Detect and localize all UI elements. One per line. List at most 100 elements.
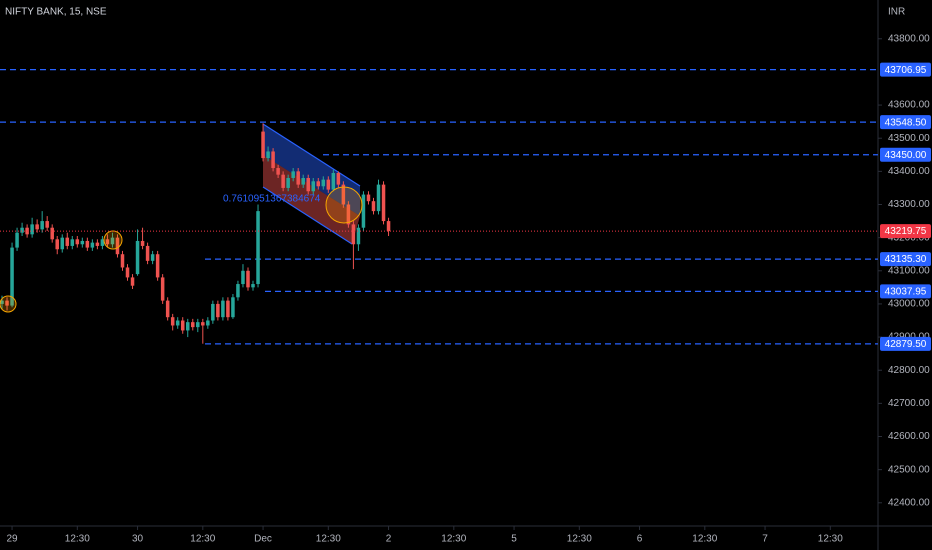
candle-body bbox=[0, 300, 4, 304]
candle-body bbox=[95, 242, 100, 246]
candle-body bbox=[301, 177, 305, 185]
candle-body bbox=[281, 174, 285, 188]
candle-body bbox=[75, 239, 80, 245]
level-label: 43450.00 bbox=[885, 150, 927, 161]
x-tick-label: 12:30 bbox=[441, 534, 466, 545]
y-tick-label: 42600.00 bbox=[888, 431, 930, 442]
candle-body bbox=[90, 242, 95, 248]
x-tick-label: 7 bbox=[762, 534, 768, 545]
candle-body bbox=[105, 239, 110, 245]
chart-title: NIFTY BANK, 15, NSE bbox=[5, 7, 107, 18]
candle-body bbox=[286, 177, 290, 188]
candle-body bbox=[221, 300, 225, 318]
candle-body bbox=[145, 245, 150, 261]
y-tick-label: 43000.00 bbox=[888, 299, 930, 310]
candle-body bbox=[206, 320, 210, 326]
y-tick-label: 43400.00 bbox=[888, 166, 930, 177]
candle-body bbox=[115, 237, 120, 255]
level-box bbox=[880, 115, 931, 130]
y-tick-label: 43300.00 bbox=[888, 199, 930, 210]
candle-body bbox=[65, 237, 70, 246]
candle-body bbox=[70, 239, 75, 246]
candle-body bbox=[201, 322, 205, 326]
channel-upper bbox=[263, 124, 360, 216]
candle-body bbox=[381, 184, 386, 222]
x-tick-label: 29 bbox=[6, 534, 18, 545]
x-tick-label: 12:30 bbox=[818, 534, 843, 545]
level-label: 43135.30 bbox=[885, 254, 927, 265]
current-price-box bbox=[880, 224, 931, 239]
candle-body bbox=[170, 317, 175, 326]
channel-lower bbox=[263, 155, 360, 244]
candle-body bbox=[15, 232, 19, 248]
candle-body bbox=[331, 173, 336, 190]
x-tick-label: 12:30 bbox=[65, 534, 90, 545]
candle-body bbox=[296, 171, 300, 185]
level-label: 43706.95 bbox=[885, 65, 927, 76]
x-tick-label: 30 bbox=[132, 534, 144, 545]
level-label: 43037.95 bbox=[885, 286, 927, 297]
channel-ratio: 0.7610951367384674 bbox=[223, 194, 321, 205]
y-tick-label: 43100.00 bbox=[888, 265, 930, 276]
candle-body bbox=[251, 284, 255, 288]
candle-body bbox=[120, 254, 125, 268]
candle-body bbox=[211, 303, 215, 321]
y-tick-label: 43500.00 bbox=[888, 133, 930, 144]
candle-body bbox=[35, 224, 39, 230]
candle-body bbox=[336, 173, 341, 185]
candle-body bbox=[366, 194, 371, 202]
candle-body bbox=[276, 168, 280, 175]
candle-body bbox=[356, 227, 361, 245]
highlight-circle bbox=[103, 230, 123, 250]
candle-body bbox=[351, 224, 356, 245]
candle-body bbox=[271, 151, 275, 169]
x-tick-label: 12:30 bbox=[692, 534, 717, 545]
candle-body bbox=[386, 221, 391, 232]
candle-body bbox=[20, 227, 24, 233]
channel-top bbox=[262, 123, 361, 187]
candle-body bbox=[85, 240, 90, 248]
channel-bottom bbox=[262, 186, 353, 245]
candle-body bbox=[261, 131, 265, 159]
candle-body bbox=[160, 277, 165, 301]
level-box bbox=[880, 62, 931, 77]
x-tick-label: Dec bbox=[254, 534, 272, 545]
candle-body bbox=[110, 237, 115, 245]
y-tick-label: 42700.00 bbox=[888, 398, 930, 409]
candle-body bbox=[371, 201, 376, 212]
candle-body bbox=[306, 177, 310, 192]
candle-body bbox=[256, 211, 260, 285]
candle-body bbox=[241, 270, 245, 285]
current-price-label: 43219.75 bbox=[885, 226, 927, 237]
candle-body bbox=[341, 184, 346, 205]
candle-body bbox=[155, 254, 160, 278]
candle-body bbox=[125, 267, 130, 278]
y-tick-label: 43800.00 bbox=[888, 33, 930, 44]
candle-body bbox=[40, 221, 44, 230]
candle-body bbox=[346, 204, 351, 225]
candle-body bbox=[231, 297, 235, 318]
level-label: 43548.50 bbox=[885, 117, 927, 128]
candle-body bbox=[30, 224, 34, 235]
candle-body bbox=[191, 322, 195, 328]
candle-body bbox=[175, 320, 180, 326]
candle-body bbox=[50, 227, 54, 240]
x-tick-label: 5 bbox=[511, 534, 517, 545]
candle-body bbox=[100, 239, 105, 246]
candle-body bbox=[326, 179, 331, 190]
y-tick-label: 42800.00 bbox=[888, 365, 930, 376]
level-box bbox=[880, 252, 931, 267]
candle-body bbox=[10, 247, 14, 306]
x-tick-label: 12:30 bbox=[316, 534, 341, 545]
candle-body bbox=[216, 303, 220, 318]
x-tick-label: 12:30 bbox=[567, 534, 592, 545]
level-box bbox=[880, 284, 931, 299]
candle-body bbox=[5, 300, 9, 306]
y-tick-label: 42400.00 bbox=[888, 497, 930, 508]
candle-body bbox=[316, 181, 321, 187]
y-tick-label: 42500.00 bbox=[888, 464, 930, 475]
level-box bbox=[880, 336, 931, 351]
x-tick-label: 12:30 bbox=[190, 534, 215, 545]
highlight-circle bbox=[0, 295, 17, 313]
